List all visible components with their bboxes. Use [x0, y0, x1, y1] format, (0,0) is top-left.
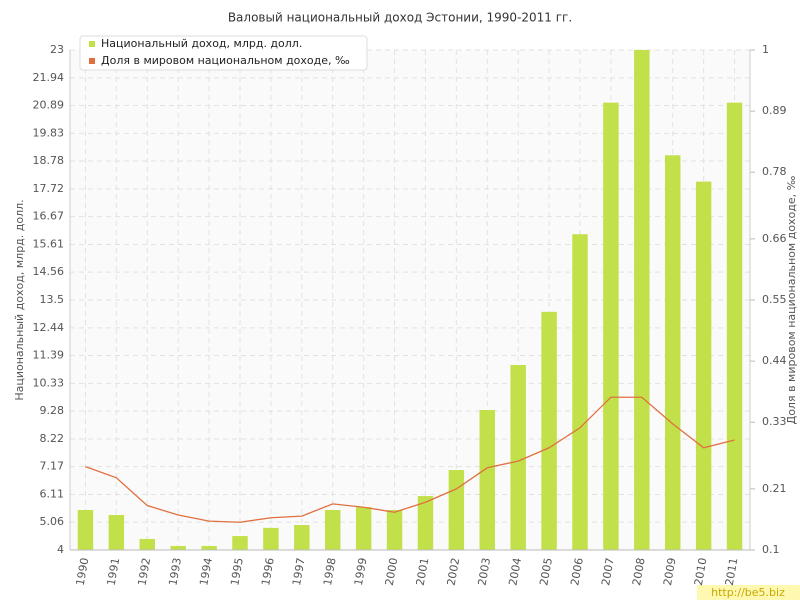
y2-tick-label: 0.1: [762, 543, 780, 556]
x-tick-label: 2003: [476, 557, 494, 587]
x-tick-label: 1992: [136, 557, 154, 587]
y-tick-label: 14.56: [33, 265, 65, 278]
bar: [170, 546, 186, 550]
y2-tick-label: 1: [762, 43, 769, 56]
legend-swatch: [89, 58, 95, 64]
bar: [448, 470, 465, 550]
y-tick-label: 23: [50, 43, 64, 56]
x-tick-label: 1993: [166, 557, 184, 587]
y-tick-label: 20.89: [33, 99, 65, 112]
y-tick-label: 19.83: [33, 126, 65, 139]
y-tick-label: 12.44: [33, 321, 65, 334]
line: [85, 396, 735, 523]
y-tick-label: 18.78: [33, 154, 65, 167]
watermark-bg: [697, 585, 800, 600]
bar: [726, 102, 743, 550]
x-tick-label: 2006: [568, 557, 586, 587]
y-tick-label: 7.17: [40, 460, 65, 473]
bar: [139, 538, 155, 550]
y-tick-label: 11.39: [33, 349, 65, 362]
x-tick-label: 2001: [414, 557, 432, 587]
legend-swatch: [89, 41, 95, 47]
bar: [695, 181, 712, 550]
y-tick-label: 10.33: [33, 376, 65, 389]
x-tick-label: 2007: [599, 557, 617, 587]
bar: [386, 510, 403, 550]
x-tick-label: 2011: [723, 557, 741, 587]
x-tick-label: 2000: [383, 557, 401, 587]
watermark: http://be5.biz: [711, 586, 785, 599]
y2-tick-label: 0.33: [762, 415, 787, 428]
bar: [232, 536, 248, 550]
x-tick-label: 2008: [630, 557, 648, 587]
y-tick-label: 6.11: [40, 487, 65, 500]
y-tick-label: 8.22: [40, 432, 65, 445]
x-tick-label: 1996: [259, 557, 277, 587]
x-tick-label: 2002: [445, 557, 463, 587]
x-tick-label: 1999: [352, 557, 370, 587]
y-tick-label: 4: [57, 543, 64, 556]
y2-tick-label: 0.89: [762, 104, 787, 117]
bar: [263, 527, 279, 550]
y-tick-label: 21.94: [33, 71, 65, 84]
bar: [510, 365, 526, 550]
y2-tick-label: 0.44: [762, 354, 787, 367]
x-tick-label: 2005: [537, 557, 555, 587]
y-tick-label: 16.67: [33, 210, 65, 223]
x-tick-label: 2004: [506, 557, 524, 587]
legend-label: Доля в мировом национальном доходе, ‰: [101, 54, 350, 67]
bar: [108, 515, 125, 550]
y-tick-label: 15.61: [33, 237, 65, 250]
y2-tick-label: 0.21: [762, 482, 787, 495]
bar: [294, 525, 310, 550]
x-tick-label: 1994: [197, 557, 215, 587]
x-tick-label: 1997: [290, 557, 308, 587]
y-axis-title: Национальный доход, млрд. долл.: [13, 199, 26, 400]
bar: [417, 496, 434, 550]
x-tick-label: 2010: [692, 557, 710, 587]
bar: [572, 234, 588, 551]
bar: [541, 311, 557, 550]
x-tick-label: 1995: [228, 557, 246, 587]
y2-tick-label: 0.78: [762, 165, 787, 178]
chart-title: Валовый национальный доход Эстонии, 1990…: [228, 11, 572, 25]
y-tick-label: 17.72: [33, 182, 65, 195]
legend-label: Национальный доход, млрд. долл.: [101, 37, 302, 50]
legend-box: [79, 35, 368, 71]
bar: [325, 510, 341, 550]
y2-tick-label: 0.66: [762, 232, 787, 245]
bar: [479, 410, 495, 550]
y2-tick-label: 0.55: [762, 293, 787, 306]
bar: [355, 507, 372, 550]
y-tick-label: 9.28: [40, 404, 65, 417]
x-tick-label: 2009: [661, 557, 679, 587]
x-tick-label: 1991: [105, 557, 123, 587]
y2-axis-title: Доля в мировом национальном доходе, ‰: [785, 175, 798, 424]
x-tick-label: 1998: [321, 557, 339, 587]
bar: [665, 155, 681, 550]
y-tick-label: 5.06: [40, 515, 65, 528]
x-tick-label: 1990: [74, 557, 92, 587]
bar: [603, 102, 619, 550]
bar: [77, 510, 94, 550]
bar: [634, 50, 650, 550]
y-tick-label: 13.5: [40, 293, 65, 306]
bar: [201, 546, 217, 550]
legend: Национальный доход, млрд. долл. Доля в ми…: [79, 35, 368, 71]
